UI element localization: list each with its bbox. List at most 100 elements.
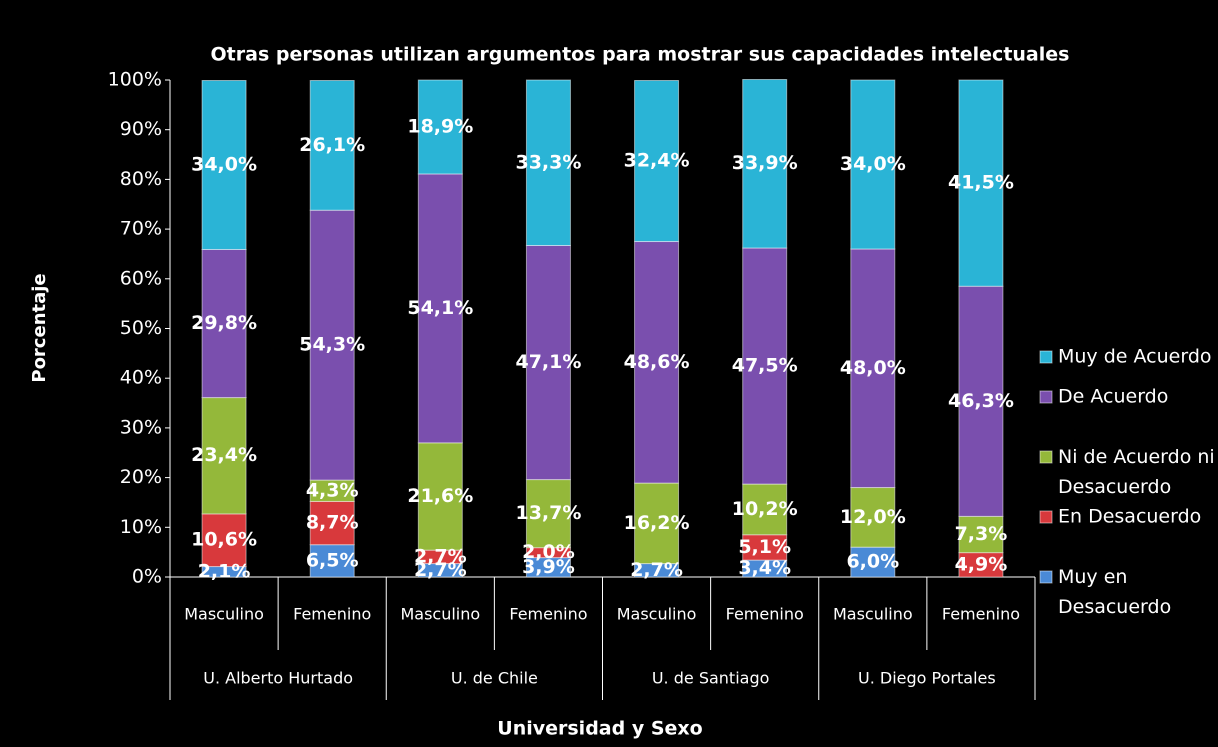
value-label: 4,9% xyxy=(955,553,1008,575)
bar-segment xyxy=(309,209,355,481)
value-label: 47,5% xyxy=(732,355,798,377)
y-tick-label: 20% xyxy=(120,466,162,488)
legend-swatch xyxy=(1039,390,1053,404)
y-tick-label: 10% xyxy=(120,516,162,538)
y-tick-label: 70% xyxy=(120,218,162,240)
bar-segment xyxy=(958,515,1004,554)
value-label: 2,7% xyxy=(414,545,467,567)
value-label: 33,9% xyxy=(732,152,798,174)
y-axis-label: Porcentaje xyxy=(29,273,50,382)
group-label: U. Alberto Hurtado xyxy=(203,669,353,688)
legend-label: De Acuerdo xyxy=(1058,386,1168,408)
bar-segment xyxy=(850,79,896,250)
x-tick-label: Masculino xyxy=(400,605,480,624)
value-label: 29,8% xyxy=(191,312,257,334)
value-label: 6,0% xyxy=(846,551,899,573)
y-tick-label: 40% xyxy=(120,367,162,389)
value-label: 2,0% xyxy=(522,541,575,563)
x-tick-label: Masculino xyxy=(617,605,697,624)
bar-segment xyxy=(634,79,680,243)
value-label: 54,3% xyxy=(299,334,365,356)
bar-segment xyxy=(201,79,247,250)
value-label: 41,5% xyxy=(948,172,1014,194)
legend-swatch xyxy=(1039,510,1053,524)
bar-segment xyxy=(309,79,355,211)
value-label: 26,1% xyxy=(299,134,365,156)
value-label: 10,2% xyxy=(732,498,798,520)
x-tick-label: Femenino xyxy=(293,605,371,624)
bar-segment xyxy=(417,173,463,444)
bar-segment xyxy=(958,79,1004,287)
value-label: 46,3% xyxy=(948,390,1014,412)
y-tick-label: 60% xyxy=(120,267,162,289)
group-label: U. de Santiago xyxy=(652,669,770,688)
x-tick-label: Masculino xyxy=(833,605,913,624)
y-tick-label: 90% xyxy=(120,118,162,140)
bar-segment xyxy=(201,397,247,515)
bar-segment xyxy=(958,285,1004,517)
bar-segment xyxy=(417,79,463,175)
value-label: 2,7% xyxy=(630,559,683,581)
legend-label: Muy en Desacuerdo xyxy=(1058,566,1171,618)
legend-swatch xyxy=(1039,350,1053,364)
value-label: 3,4% xyxy=(738,557,791,579)
x-tick-label: Femenino xyxy=(509,605,587,624)
value-label: 16,2% xyxy=(624,512,690,534)
value-label: 6,5% xyxy=(306,549,359,571)
value-label: 48,0% xyxy=(840,357,906,379)
value-label: 4,3% xyxy=(306,479,359,501)
value-label: 54,1% xyxy=(407,297,473,319)
legend-label: En Desacuerdo xyxy=(1058,506,1201,528)
legend-label: Ni de Acuerdo ni Desacuerdo xyxy=(1058,446,1215,498)
x-tick-label: Femenino xyxy=(942,605,1020,624)
y-tick-label: 50% xyxy=(120,317,162,339)
value-label: 32,4% xyxy=(624,150,690,172)
x-axis-label: Universidad y Sexo xyxy=(497,718,702,740)
value-label: 13,7% xyxy=(515,502,581,524)
value-label: 7,3% xyxy=(955,523,1008,545)
x-tick-label: Femenino xyxy=(726,605,804,624)
legend-swatch xyxy=(1039,570,1053,584)
y-tick-label: 30% xyxy=(120,416,162,438)
value-label: 5,1% xyxy=(738,536,791,558)
group-label: U. de Chile xyxy=(451,669,538,688)
value-label: 8,7% xyxy=(306,512,359,534)
group-label: U. Diego Portales xyxy=(858,669,996,688)
value-label: 21,6% xyxy=(407,485,473,507)
bar-segment xyxy=(309,544,355,578)
y-tick-label: 100% xyxy=(108,69,162,91)
legend-label: Muy de Acuerdo xyxy=(1058,346,1212,368)
bar-segment xyxy=(742,534,788,561)
chart-title: Otras personas utilizan argumentos para … xyxy=(211,44,1070,66)
bar-segment xyxy=(742,79,788,249)
bar-segment xyxy=(634,482,680,565)
value-label: 33,3% xyxy=(515,151,581,173)
value-label: 2,1% xyxy=(198,560,251,582)
bar-segment xyxy=(634,241,680,484)
bar-segment xyxy=(525,79,571,247)
value-label: 34,0% xyxy=(191,153,257,175)
value-label: 2,7% xyxy=(414,559,467,581)
bar-segment xyxy=(958,552,1004,578)
value-label: 18,9% xyxy=(407,115,473,137)
value-label: 48,6% xyxy=(624,351,690,373)
value-label: 12,0% xyxy=(840,506,906,528)
x-tick-label: Masculino xyxy=(184,605,264,624)
bar-segment xyxy=(850,487,896,548)
y-tick-label: 0% xyxy=(132,566,162,588)
bar-segment xyxy=(742,247,788,485)
value-label: 3,9% xyxy=(522,556,575,578)
value-label: 34,0% xyxy=(840,153,906,175)
y-tick-label: 80% xyxy=(120,168,162,190)
bar-segment xyxy=(525,245,571,481)
value-label: 10,6% xyxy=(191,529,257,551)
value-label: 47,1% xyxy=(515,351,581,373)
bar-segment xyxy=(850,248,896,489)
legend-swatch xyxy=(1039,450,1053,464)
bar-segment xyxy=(201,248,247,399)
bar-segment xyxy=(850,546,896,578)
bar-segment xyxy=(417,442,463,551)
value-label: 23,4% xyxy=(191,444,257,466)
